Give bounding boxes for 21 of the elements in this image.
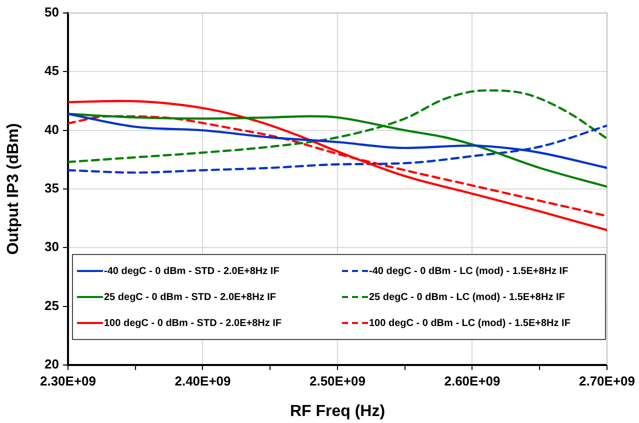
x-tick-label: 2.50E+09 — [309, 373, 366, 388]
y-tick-label: 40 — [44, 122, 59, 137]
y-tick-label: 20 — [44, 356, 59, 372]
y-tick-label: 30 — [44, 239, 59, 254]
y-tick-label: 25 — [44, 298, 59, 313]
y-axis-title: Output IP3 (dBm) — [5, 123, 22, 255]
legend-label: 25 degC - 0 dBm - STD - 2.0E+8Hz IF — [104, 292, 276, 302]
y-tick-label: 45 — [44, 63, 59, 78]
y-tick-label: 50 — [44, 4, 59, 20]
legend-label: -40 degC - 0 dBm - STD - 2.0E+8Hz IF — [104, 266, 280, 276]
y-tick-label: 35 — [44, 180, 59, 196]
line-series — [68, 100, 607, 232]
x-tick-label: 2.40E+09 — [174, 373, 231, 388]
x-tick-label: 2.60E+09 — [444, 373, 500, 388]
x-axis-title: RF Freq (Hz) — [290, 402, 386, 420]
legend-label: 25 degC - 0 dBm - LC (mod) - 1.5E+8Hz IF — [369, 292, 565, 302]
x-tick-label: 2.30E+09 — [40, 373, 96, 388]
x-tick-label: 2.70E+09 — [578, 373, 636, 388]
legend-label: 100 degC - 0 dBm - LC (mod) - 1.5E+8Hz IF — [369, 318, 570, 328]
legend-label: 100 degC - 0 dBm - STD - 2.0E+8Hz IF — [104, 318, 282, 328]
legend-label: -40 degC - 0 dBm - LC (mod) - 1.5E+8Hz IF — [369, 266, 568, 276]
